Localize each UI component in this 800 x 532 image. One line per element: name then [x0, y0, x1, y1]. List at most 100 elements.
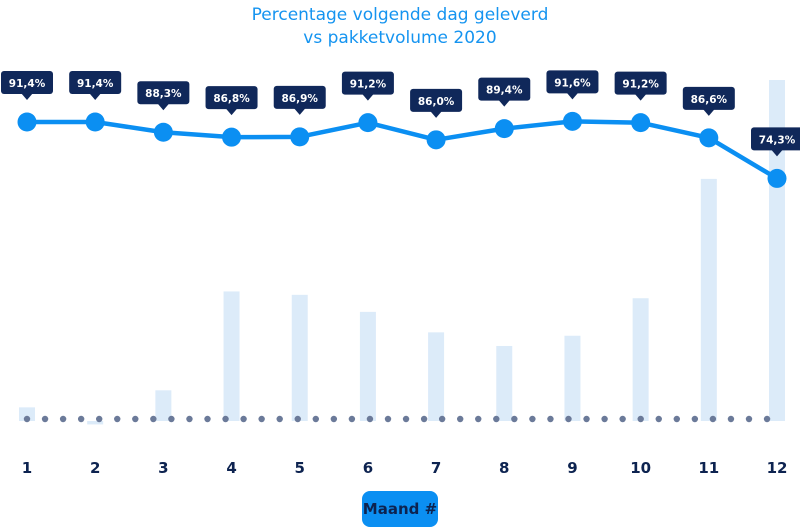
- data-label: 86,8%: [213, 93, 250, 105]
- data-label-box: [546, 70, 599, 94]
- axis-dot: [529, 415, 536, 423]
- axis-dot: [583, 415, 590, 423]
- data-label-box: [682, 86, 735, 110]
- data-label: 91,4%: [77, 78, 114, 90]
- data-label: 86,6%: [691, 94, 728, 106]
- x-tick-label: 11: [698, 459, 719, 477]
- data-label: 89,4%: [486, 85, 523, 97]
- xaxis-label-button[interactable]: Maand #: [362, 491, 438, 527]
- axis-dot: [132, 415, 139, 423]
- volume-bar: [87, 421, 104, 425]
- x-tick-label: 4: [226, 459, 236, 477]
- axis-dot: [475, 415, 482, 423]
- data-label-pointer: [293, 107, 306, 115]
- axis-dot: [727, 415, 735, 423]
- percentage-line: [27, 119, 779, 181]
- axis-dot: [41, 415, 49, 423]
- data-point: [494, 119, 514, 139]
- data-label: 74,3%: [759, 134, 796, 146]
- data-point: [222, 127, 242, 147]
- data-point: [290, 127, 310, 147]
- data-label-box: [273, 85, 326, 109]
- axis-dot: [673, 415, 680, 423]
- data-label-pointer: [634, 93, 647, 101]
- data-label: 91,4%: [9, 78, 46, 90]
- volume-bar: [155, 390, 172, 421]
- volume-bar: [564, 335, 581, 421]
- data-label-box: [205, 86, 258, 110]
- x-tick-label: 8: [499, 459, 509, 477]
- data-label: 86,9%: [282, 93, 319, 105]
- data-label-pointer: [430, 110, 443, 118]
- data-label-pointer: [702, 108, 715, 116]
- volume-bar: [359, 311, 376, 421]
- axis-dot: [312, 415, 319, 423]
- data-label-pointer: [89, 93, 102, 100]
- x-tick-label: 6: [363, 459, 373, 477]
- data-point: [358, 113, 378, 133]
- axis-dot: [384, 415, 392, 423]
- axis-dot: [150, 415, 157, 423]
- volume-bar: [428, 332, 445, 421]
- data-point: [767, 168, 787, 188]
- data-label-box: [751, 127, 800, 151]
- axis-dot: [493, 415, 500, 423]
- axis-dot: [402, 415, 410, 423]
- volume-bar: [496, 345, 513, 421]
- axis-dot: [691, 415, 699, 423]
- data-label-pointer: [361, 93, 374, 101]
- axis-dot: [511, 415, 518, 423]
- axis-dot: [547, 415, 554, 423]
- axis-dot: [168, 415, 175, 423]
- data-label-box: [410, 88, 463, 112]
- data-label-box: [341, 71, 394, 95]
- subtitle-line: vs pakketvolume 2020: [303, 28, 497, 48]
- axis-dot: [348, 415, 356, 423]
- x-tick-label: 3: [158, 459, 168, 477]
- x-tick-label: 10: [630, 459, 651, 477]
- axis-dot: [276, 415, 283, 423]
- data-label-pointer: [498, 99, 511, 107]
- axis-dot: [330, 415, 338, 423]
- axis-dot: [59, 415, 67, 423]
- axis-dot: [240, 415, 247, 423]
- axis-dot: [258, 415, 265, 423]
- axis-dot: [438, 415, 446, 423]
- volume-bar: [700, 178, 717, 421]
- axis-dot: [222, 415, 229, 423]
- data-label-pointer: [21, 93, 33, 100]
- data-label-pointer: [225, 108, 238, 116]
- x-tick-label: 9: [567, 459, 577, 477]
- title-line: Percentage volgende dag geleverd: [251, 5, 549, 25]
- axis-dot: [186, 415, 193, 423]
- data-label: 86,0%: [418, 96, 455, 108]
- data-label-box: [1, 71, 53, 94]
- x-tick-label: 2: [90, 459, 100, 477]
- axis-dot: [565, 415, 572, 423]
- x-tick-label: 1: [22, 459, 32, 477]
- x-tick-label: 12: [767, 459, 788, 477]
- axis-dot: [655, 415, 662, 423]
- data-point: [85, 112, 105, 132]
- volume-bar: [632, 298, 649, 421]
- data-point: [17, 112, 37, 132]
- volume-bar: [769, 80, 785, 421]
- axis-dot: [96, 415, 103, 423]
- axis-dot: [204, 415, 211, 423]
- x-tick-label: 5: [295, 459, 305, 477]
- data-label-box: [614, 71, 667, 95]
- chart-title: Percentage volgende dag geleverd vs pakk…: [0, 4, 800, 50]
- data-label: 91,6%: [554, 77, 591, 89]
- data-point: [699, 128, 719, 148]
- axis-dot: [294, 415, 301, 423]
- data-point: [562, 111, 582, 131]
- axis-dot: [601, 415, 608, 423]
- axis-dot: [709, 415, 717, 423]
- data-label: 88,3%: [145, 88, 182, 100]
- volume-bar: [223, 291, 240, 421]
- axis-dot: [114, 415, 121, 423]
- data-label-pointer: [157, 103, 170, 111]
- data-label: 91,2%: [622, 79, 659, 91]
- axis-dot: [457, 415, 464, 423]
